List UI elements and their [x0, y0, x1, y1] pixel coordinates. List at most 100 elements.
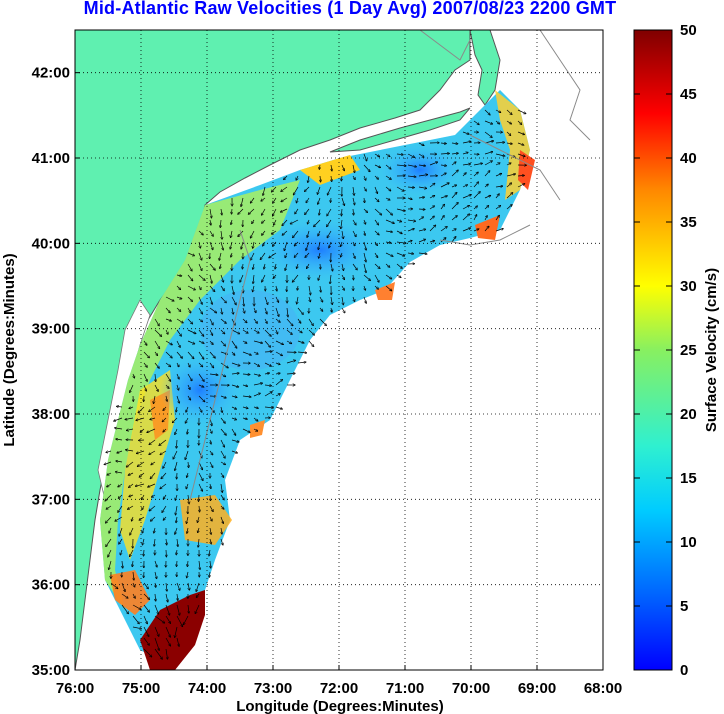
velocity-arrow	[462, 206, 469, 210]
x-tick-label: 72:00	[320, 680, 358, 697]
velocity-arrow	[495, 163, 500, 166]
velocity-arrow	[242, 428, 250, 432]
velocity-arrow	[287, 307, 288, 317]
velocity-arrow	[440, 216, 444, 221]
velocity-arrow	[363, 263, 366, 273]
velocity-arrow	[484, 206, 489, 210]
velocity-arrow	[319, 318, 326, 325]
velocity-arrow	[209, 505, 213, 511]
velocity-arrow	[451, 237, 456, 243]
velocity-arrow	[149, 439, 156, 444]
velocity-arrow	[242, 329, 248, 333]
velocity-arrow	[440, 183, 449, 188]
velocity-arrow	[209, 296, 212, 304]
velocity-arrow	[318, 197, 321, 204]
velocity-arrow	[210, 219, 211, 225]
velocity-arrow	[154, 351, 158, 355]
velocity-arrow	[176, 439, 177, 448]
velocity-arrow	[198, 340, 204, 343]
velocity-arrow	[198, 538, 199, 547]
velocity-arrow	[305, 186, 310, 191]
velocity-arrow	[140, 428, 145, 432]
velocity-arrow	[363, 296, 366, 303]
velocity-arrow	[495, 216, 499, 221]
velocity-arrow	[139, 516, 145, 520]
velocity-arrow	[275, 394, 280, 397]
velocity-arrow	[363, 252, 366, 262]
velocity-arrow	[341, 241, 342, 246]
velocity-arrow	[374, 186, 377, 193]
velocity-arrow	[220, 241, 223, 250]
velocity-arrow	[220, 318, 226, 323]
velocity-arrow	[143, 340, 147, 345]
velocity-arrow	[286, 318, 293, 326]
velocity-arrow	[143, 626, 149, 636]
velocity-arrow	[176, 604, 180, 615]
velocity-arrow	[142, 505, 145, 510]
velocity-arrow	[106, 505, 112, 509]
velocity-arrow	[187, 395, 191, 400]
velocity-arrow	[418, 209, 425, 210]
velocity-arrow	[308, 329, 314, 335]
velocity-arrow	[286, 373, 295, 374]
velocity-arrow	[176, 395, 179, 403]
velocity-arrow	[253, 362, 259, 366]
velocity-arrow	[209, 461, 213, 467]
velocity-arrow	[238, 230, 244, 236]
velocity-arrow	[220, 263, 221, 268]
velocity-arrow	[149, 450, 156, 454]
velocity-arrow	[147, 428, 156, 432]
velocity-arrow	[353, 208, 354, 215]
velocity-arrow	[517, 109, 526, 114]
velocity-arrow	[264, 392, 272, 397]
velocity-arrow	[198, 274, 205, 280]
velocity-arrow	[374, 197, 379, 202]
velocity-arrow	[186, 516, 189, 523]
velocity-arrow	[187, 263, 192, 271]
velocity-arrow	[396, 208, 405, 211]
velocity-arrow	[221, 230, 222, 239]
velocity-arrow	[429, 241, 434, 242]
velocity-arrow	[231, 351, 235, 355]
velocity-arrow	[294, 241, 299, 246]
velocity-arrow	[109, 560, 112, 569]
velocity-arrow	[175, 461, 178, 470]
velocity-arrow	[231, 362, 240, 366]
velocity-arrow	[127, 429, 134, 430]
velocity-arrow	[220, 494, 224, 500]
velocity-arrow	[196, 593, 200, 597]
velocity-arrow	[281, 208, 288, 212]
velocity-arrow	[484, 226, 489, 232]
velocity-arrow	[104, 461, 112, 465]
velocity-arrow	[231, 285, 234, 294]
velocity-arrow	[210, 439, 211, 444]
velocity-arrow	[187, 340, 195, 344]
velocity-arrow	[251, 230, 255, 238]
velocity-arrow	[242, 374, 250, 375]
velocity-arrow	[220, 450, 225, 458]
velocity-arrow	[263, 186, 266, 195]
velocity-arrow	[374, 274, 379, 282]
velocity-arrow	[187, 296, 192, 301]
velocity-arrow	[308, 318, 313, 325]
velocity-arrow	[187, 329, 196, 334]
velocity-arrow	[341, 285, 344, 290]
velocity-arrow	[130, 527, 134, 535]
velocity-arrow	[364, 219, 366, 224]
velocity-arrow	[253, 263, 254, 269]
velocity-arrow	[187, 373, 192, 381]
velocity-arrow	[110, 582, 118, 589]
velocity-arrow	[132, 615, 139, 624]
velocity-arrow	[163, 406, 167, 410]
velocity-arrow	[328, 186, 332, 195]
velocity-arrow	[199, 505, 200, 512]
velocity-arrow	[198, 527, 199, 533]
velocity-arrow	[148, 483, 156, 487]
velocity-arrow	[297, 329, 302, 333]
velocity-arrow	[127, 461, 134, 467]
velocity-arrow	[385, 263, 390, 267]
velocity-arrow	[374, 285, 378, 289]
velocity-arrow	[264, 329, 271, 336]
velocity-arrow	[407, 253, 413, 254]
velocity-arrow	[149, 505, 156, 511]
